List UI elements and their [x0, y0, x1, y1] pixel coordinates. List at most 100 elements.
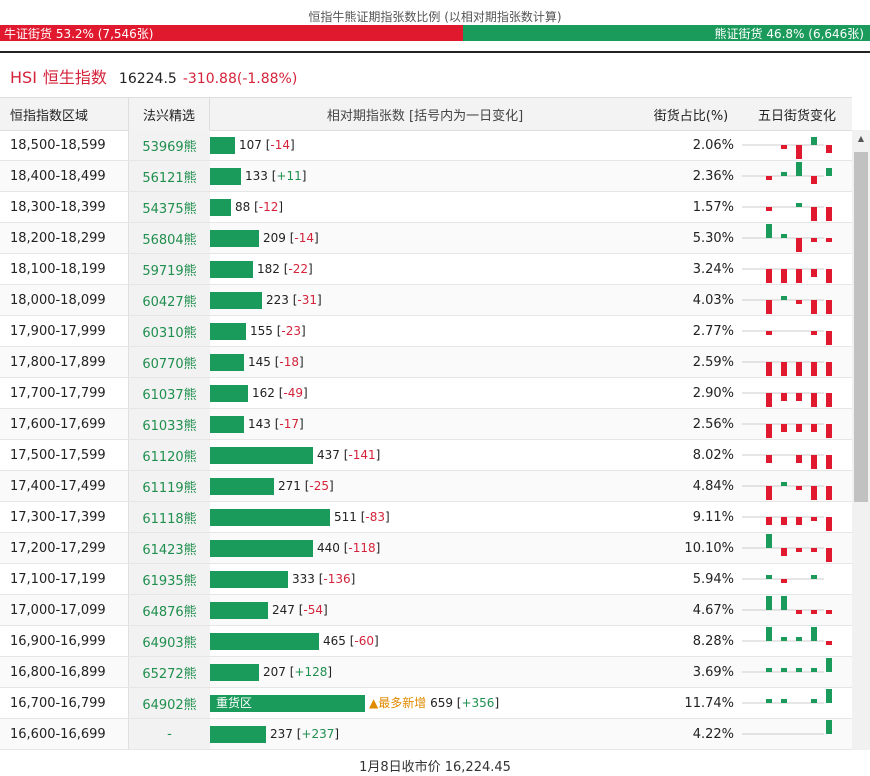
range-cell: 18,200-18,299	[10, 230, 106, 246]
pct-cell: 4.22%	[692, 726, 734, 742]
bull-ratio-label: 牛证街货 53.2% (7,546张)	[4, 26, 154, 41]
sparkbar	[796, 393, 802, 401]
count-bar	[210, 261, 253, 278]
count-value: 145	[248, 355, 271, 369]
sparkbar	[811, 362, 817, 376]
count-text: 511 [-83]	[334, 510, 390, 524]
count-bar	[210, 354, 244, 371]
warrant-link[interactable]: 56121熊	[128, 161, 210, 191]
sparkbar	[781, 234, 787, 238]
five-day-cell	[742, 719, 852, 749]
range-cell: 18,300-18,399	[10, 199, 106, 215]
sparkbar	[826, 362, 832, 376]
warrant-link[interactable]: 61423熊	[128, 533, 210, 563]
warrant-link[interactable]: -	[128, 719, 210, 749]
count-cell: 重货区 ▲最多新增 659 [+356]	[210, 688, 640, 718]
bear-ratio-label: 熊证街货 46.8% (6,646张)	[714, 26, 864, 41]
count-text: 207 [+128]	[263, 665, 333, 679]
table-row: 18,000-18,099 60427熊 223 [-31] 4.03%	[0, 285, 852, 316]
count-text: 133 [+11]	[245, 169, 307, 183]
index-name: 恒生指数	[42, 68, 107, 87]
warrant-link[interactable]: 64876熊	[128, 595, 210, 625]
count-value: 207	[263, 665, 286, 679]
sparkbar	[826, 145, 832, 153]
range-cell: 16,900-16,999	[10, 633, 106, 649]
count-change: -60	[354, 634, 375, 648]
five-day-sparkbars	[742, 224, 832, 252]
warrant-link[interactable]: 59719熊	[128, 254, 210, 284]
five-day-cell	[742, 285, 852, 315]
sparkbar	[766, 596, 772, 610]
warrant-link[interactable]: 61033熊	[128, 409, 210, 439]
table-row: 17,000-17,099 64876熊 247 [-54] 4.67%	[0, 595, 852, 626]
count-change: -25	[309, 479, 330, 493]
warrant-link[interactable]: 60427熊	[128, 285, 210, 315]
sparkbar	[796, 486, 802, 490]
five-day-cell	[742, 409, 852, 439]
count-value: 155	[250, 324, 273, 338]
table-row: 17,500-17,599 61120熊 437 [-141] 8.02%	[0, 440, 852, 471]
warrant-link[interactable]: 61118熊	[128, 502, 210, 532]
most-added-note: ▲最多新增	[369, 696, 427, 710]
pct-cell: 4.84%	[692, 478, 734, 494]
five-day-sparkbars	[742, 627, 832, 645]
count-change: -14	[270, 138, 291, 152]
count-cell: 88 [-12]	[210, 192, 640, 222]
warrant-link[interactable]: 60770熊	[128, 347, 210, 377]
scrollbar[interactable]: ▲	[852, 130, 870, 750]
sparkbar	[766, 575, 772, 579]
count-cell: 209 [-14]	[210, 223, 640, 253]
sparkbar	[811, 575, 817, 579]
pct-cell: 2.06%	[692, 137, 734, 153]
count-cell: 437 [-141]	[210, 440, 640, 470]
table-row: 17,900-17,999 60310熊 155 [-23] 2.77%	[0, 316, 852, 347]
warrant-link[interactable]: 56804熊	[128, 223, 210, 253]
count-value: 271	[278, 479, 301, 493]
scroll-thumb[interactable]	[854, 152, 868, 502]
sparkbar	[796, 517, 802, 525]
count-value: 223	[266, 293, 289, 307]
range-cell: 17,600-17,699	[10, 416, 106, 432]
range-cell: 18,100-18,199	[10, 261, 106, 277]
count-value: 247	[272, 603, 295, 617]
table-row: 17,400-17,499 61119熊 271 [-25] 4.84%	[0, 471, 852, 502]
count-change: -49	[283, 386, 304, 400]
count-cell: 440 [-118]	[210, 533, 640, 563]
sparkbar	[796, 145, 802, 159]
sparkbar	[796, 362, 802, 376]
pct-cell: 8.02%	[692, 447, 734, 463]
count-text: 143 [-17]	[248, 417, 304, 431]
sparkbar	[766, 534, 772, 548]
five-day-sparkbars	[742, 330, 832, 345]
five-day-cell	[742, 533, 852, 563]
warrant-link[interactable]: 61037熊	[128, 378, 210, 408]
count-value: 437	[317, 448, 340, 462]
sparkbar	[766, 627, 772, 641]
count-value: 209	[263, 231, 286, 245]
count-change: +11	[276, 169, 302, 183]
index-change: -310.88(-1.88%)	[182, 71, 298, 87]
sparkbar	[811, 610, 817, 614]
warrant-link[interactable]: 64903熊	[128, 626, 210, 656]
sparkbar	[796, 455, 802, 463]
warrant-link[interactable]: 53969熊	[128, 130, 210, 160]
warrant-link[interactable]: 61935熊	[128, 564, 210, 594]
count-change: +237	[301, 727, 335, 741]
sparkbar	[811, 207, 817, 221]
table-row: 18,100-18,199 59719熊 182 [-22] 3.24%	[0, 254, 852, 285]
scroll-up-arrow-icon[interactable]: ▲	[857, 134, 865, 143]
warrant-link[interactable]: 54375熊	[128, 192, 210, 222]
count-cell: 223 [-31]	[210, 285, 640, 315]
warrant-link[interactable]: 60310熊	[128, 316, 210, 346]
warrant-link[interactable]: 61120熊	[128, 440, 210, 470]
count-text: 223 [-31]	[266, 293, 322, 307]
sparkbar	[826, 455, 832, 469]
count-text: ▲最多新增 659 [+356]	[369, 696, 500, 710]
warrant-link[interactable]: 61119熊	[128, 471, 210, 501]
warrant-link[interactable]: 65272熊	[128, 657, 210, 687]
sparkbar	[826, 720, 832, 734]
sparkbar	[766, 207, 772, 211]
pct-cell: 9.11%	[692, 509, 734, 525]
table-header: 恒指指数区域 法兴精选 相对期指张数 [括号内为一日变化] 街货占比(%) 五日…	[0, 97, 852, 131]
warrant-link[interactable]: 64902熊	[128, 688, 210, 718]
